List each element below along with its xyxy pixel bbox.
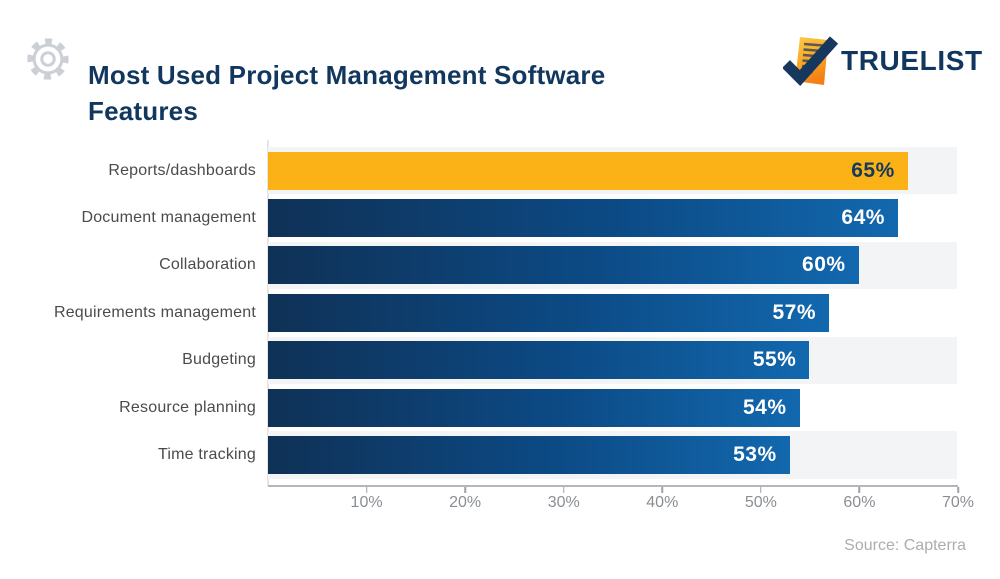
category-label: Collaboration xyxy=(159,256,256,274)
category-labels: Reports/dashboards Document management Col… xyxy=(0,147,256,479)
x-tick-label: 30% xyxy=(547,494,580,511)
bar-row: 53% xyxy=(268,431,957,479)
bar: 57% xyxy=(268,293,830,332)
category-label: Resource planning xyxy=(119,398,256,416)
bar: 64% xyxy=(268,199,898,238)
x-tick-label: 70% xyxy=(941,494,975,511)
bar-row: 54% xyxy=(268,384,957,431)
x-axis: 10% 20% 30% 40% 50% 60% 70% xyxy=(268,485,974,511)
bar-row: 64% xyxy=(268,194,957,241)
bar: 65% xyxy=(268,151,908,190)
bar: 60% xyxy=(268,246,859,285)
bar: 54% xyxy=(268,388,800,427)
x-tick-label: 20% xyxy=(449,494,482,511)
bar-value-label: 54% xyxy=(742,395,787,419)
bar-value-label: 64% xyxy=(841,206,885,230)
bar-value-label: 57% xyxy=(772,300,817,324)
category-label: Document management xyxy=(81,209,256,227)
gear-icon xyxy=(27,38,69,80)
category-label: Requirements management xyxy=(53,303,256,321)
bar-rows: 65% 64% 60% 57% 55% 54% 53% xyxy=(268,147,957,479)
bar: 53% xyxy=(268,436,790,475)
x-tick-label: 60% xyxy=(843,494,876,511)
page-title: Most Used Project Management Software Fe… xyxy=(88,60,606,127)
bar-row: 65% xyxy=(268,147,957,195)
x-tick xyxy=(365,486,368,493)
category-label: Budgeting xyxy=(182,351,256,369)
x-tick xyxy=(760,486,762,493)
checklist-icon xyxy=(783,36,839,87)
x-tick-label: 50% xyxy=(744,494,777,511)
x-tick-label: 40% xyxy=(646,494,679,511)
bar-row: 55% xyxy=(268,336,957,384)
x-tick xyxy=(858,486,861,493)
x-tick xyxy=(661,486,664,493)
bar-row: 57% xyxy=(268,289,957,336)
x-tick-label: 10% xyxy=(350,494,383,511)
category-label: Time tracking xyxy=(157,446,256,464)
brand-name: TRUELIST xyxy=(841,45,983,76)
source-credit: Source: Capterra xyxy=(844,537,966,554)
brand-logo: TRUELIST xyxy=(783,33,983,89)
bar-row: 60% xyxy=(268,241,957,290)
bar-value-label: 65% xyxy=(851,158,895,182)
x-tick xyxy=(957,486,959,493)
x-tick xyxy=(464,486,466,493)
category-label: Reports/dashboards xyxy=(108,161,256,179)
x-tick xyxy=(562,486,565,493)
bar-value-label: 55% xyxy=(752,348,797,372)
bar-value-label: 53% xyxy=(733,443,777,467)
bar-value-label: 60% xyxy=(802,253,846,277)
bar: 55% xyxy=(268,341,810,380)
